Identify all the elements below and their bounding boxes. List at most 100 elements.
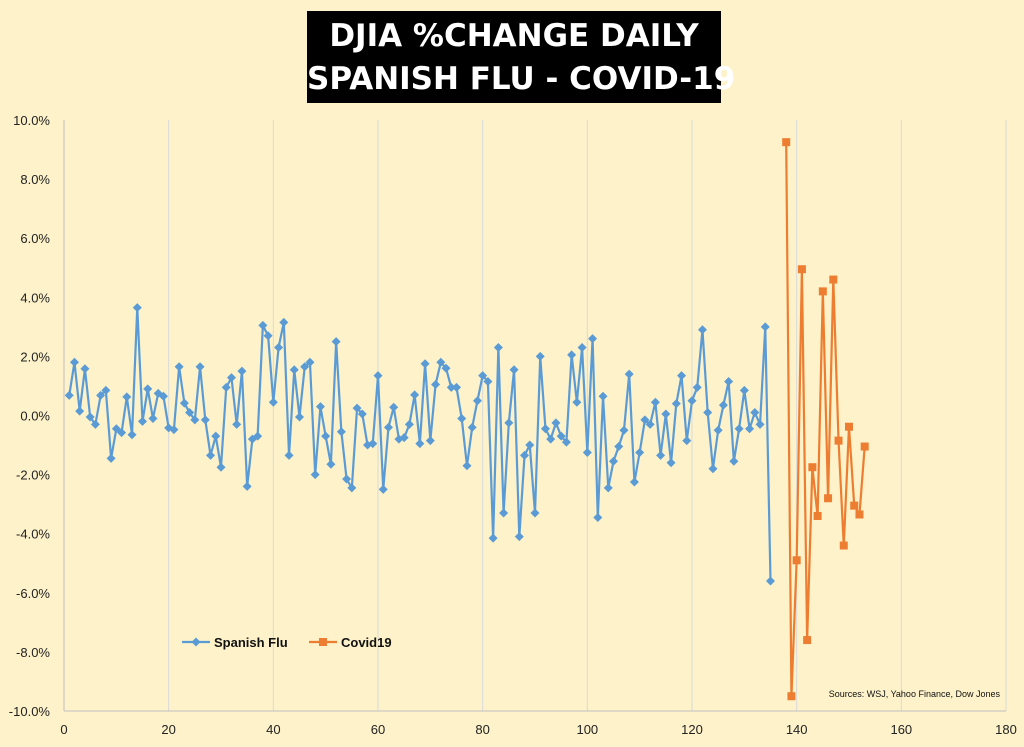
data-point-spanish-flu [609, 456, 618, 466]
chart-title-line-1: DJIA %CHANGE DAILY [329, 18, 699, 54]
x-tick-label: 160 [890, 722, 912, 737]
data-point-spanish-flu [352, 403, 362, 413]
data-point-spanish-flu [640, 415, 650, 425]
data-point-spanish-flu [200, 415, 210, 425]
data-point-covid19 [834, 436, 843, 445]
data-point-covid19 [829, 275, 838, 284]
data-point-spanish-flu [206, 450, 216, 460]
y-tick-label: 10.0% [13, 113, 50, 128]
data-point-covid19 [850, 501, 859, 510]
data-point-spanish-flu [111, 424, 121, 434]
data-point-spanish-flu [520, 450, 530, 460]
chart-title: DJIA %CHANGE DAILY SPANISH FLU - COVID-1… [307, 11, 736, 103]
data-point-spanish-flu [284, 450, 294, 460]
data-point-spanish-flu [336, 427, 346, 437]
data-point-spanish-flu [148, 413, 158, 423]
data-point-covid19 [818, 287, 827, 296]
data-point-spanish-flu [90, 419, 100, 429]
data-point-spanish-flu [127, 430, 137, 440]
data-point-spanish-flu [666, 458, 676, 468]
data-point-spanish-flu [724, 377, 734, 387]
data-point-spanish-flu [567, 350, 577, 360]
data-point-spanish-flu [321, 431, 331, 441]
data-point-spanish-flu [582, 447, 592, 457]
data-point-spanish-flu [452, 382, 461, 392]
y-tick-label: 2.0% [20, 349, 50, 364]
data-point-spanish-flu [258, 320, 268, 330]
y-tick-label: 8.0% [20, 172, 50, 187]
data-point-covid19 [797, 265, 806, 274]
data-point-spanish-flu [708, 464, 718, 474]
data-point-spanish-flu [457, 413, 467, 423]
data-point-spanish-flu [614, 442, 624, 452]
data-point-spanish-flu [69, 357, 79, 367]
data-point-spanish-flu [431, 379, 441, 389]
data-point-spanish-flu [117, 428, 127, 438]
data-point-spanish-flu [64, 390, 74, 400]
data-point-spanish-flu [185, 408, 195, 418]
data-point-spanish-flu [593, 512, 603, 522]
data-point-spanish-flu [179, 398, 189, 408]
data-point-spanish-flu [750, 408, 760, 418]
data-point-spanish-flu [656, 450, 666, 460]
chart-title-line-2: SPANISH FLU - COVID-19 [307, 61, 736, 97]
data-point-spanish-flu [635, 447, 645, 457]
data-point-spanish-flu [420, 359, 430, 369]
data-point-spanish-flu [326, 459, 336, 469]
data-point-spanish-flu [279, 317, 289, 327]
data-point-spanish-flu [410, 390, 420, 400]
data-point-covid19 [845, 422, 853, 431]
data-point-spanish-flu [493, 343, 503, 353]
data-point-covid19 [839, 541, 848, 550]
data-point-spanish-flu [687, 396, 697, 406]
data-point-spanish-flu [650, 397, 660, 407]
data-point-spanish-flu [499, 508, 509, 518]
data-point-spanish-flu [504, 418, 514, 428]
data-point-spanish-flu [211, 431, 221, 441]
data-point-spanish-flu [739, 385, 749, 395]
data-point-spanish-flu [525, 440, 535, 450]
data-point-spanish-flu [441, 363, 451, 373]
legend-marker-spanish-flu [191, 637, 201, 647]
data-point-spanish-flu [174, 362, 184, 372]
data-point-spanish-flu [478, 371, 488, 381]
data-point-spanish-flu [629, 477, 639, 487]
data-point-spanish-flu [342, 474, 352, 484]
data-point-spanish-flu [588, 334, 598, 344]
data-point-spanish-flu [357, 409, 367, 419]
data-point-spanish-flu [436, 357, 446, 367]
legend-label-spanish-flu: Spanish Flu [214, 635, 288, 650]
data-point-spanish-flu [132, 303, 142, 313]
data-point-spanish-flu [760, 322, 770, 332]
data-point-spanish-flu [645, 419, 655, 429]
data-point-spanish-flu [577, 343, 587, 353]
data-point-spanish-flu [389, 402, 399, 412]
x-tick-label: 120 [681, 722, 703, 737]
data-point-spanish-flu [546, 434, 556, 444]
data-point-spanish-flu [692, 382, 702, 392]
data-point-spanish-flu [703, 408, 713, 418]
data-point-spanish-flu [75, 406, 85, 416]
data-point-spanish-flu [603, 483, 613, 493]
data-point-spanish-flu [697, 325, 707, 335]
y-tick-label: -10.0% [9, 704, 51, 719]
data-point-spanish-flu [766, 576, 775, 586]
data-point-spanish-flu [368, 439, 378, 449]
data-point-spanish-flu [404, 419, 414, 429]
data-point-spanish-flu [232, 419, 242, 429]
x-tick-label: 0 [60, 722, 67, 737]
data-point-spanish-flu [399, 433, 409, 443]
y-tick-label: 0.0% [20, 409, 50, 424]
data-point-spanish-flu [671, 399, 681, 409]
data-point-spanish-flu [682, 436, 692, 446]
series-line-covid19 [785, 142, 866, 698]
data-point-spanish-flu [310, 470, 320, 480]
data-point-spanish-flu [483, 377, 493, 387]
legend-marker-covid19 [319, 638, 327, 646]
data-point-spanish-flu [472, 396, 482, 406]
data-point-covid19 [824, 494, 833, 503]
data-point-spanish-flu [85, 412, 95, 422]
data-point-spanish-flu [383, 422, 393, 432]
data-point-spanish-flu [561, 437, 571, 447]
legend-label-covid19: Covid19 [341, 635, 392, 650]
